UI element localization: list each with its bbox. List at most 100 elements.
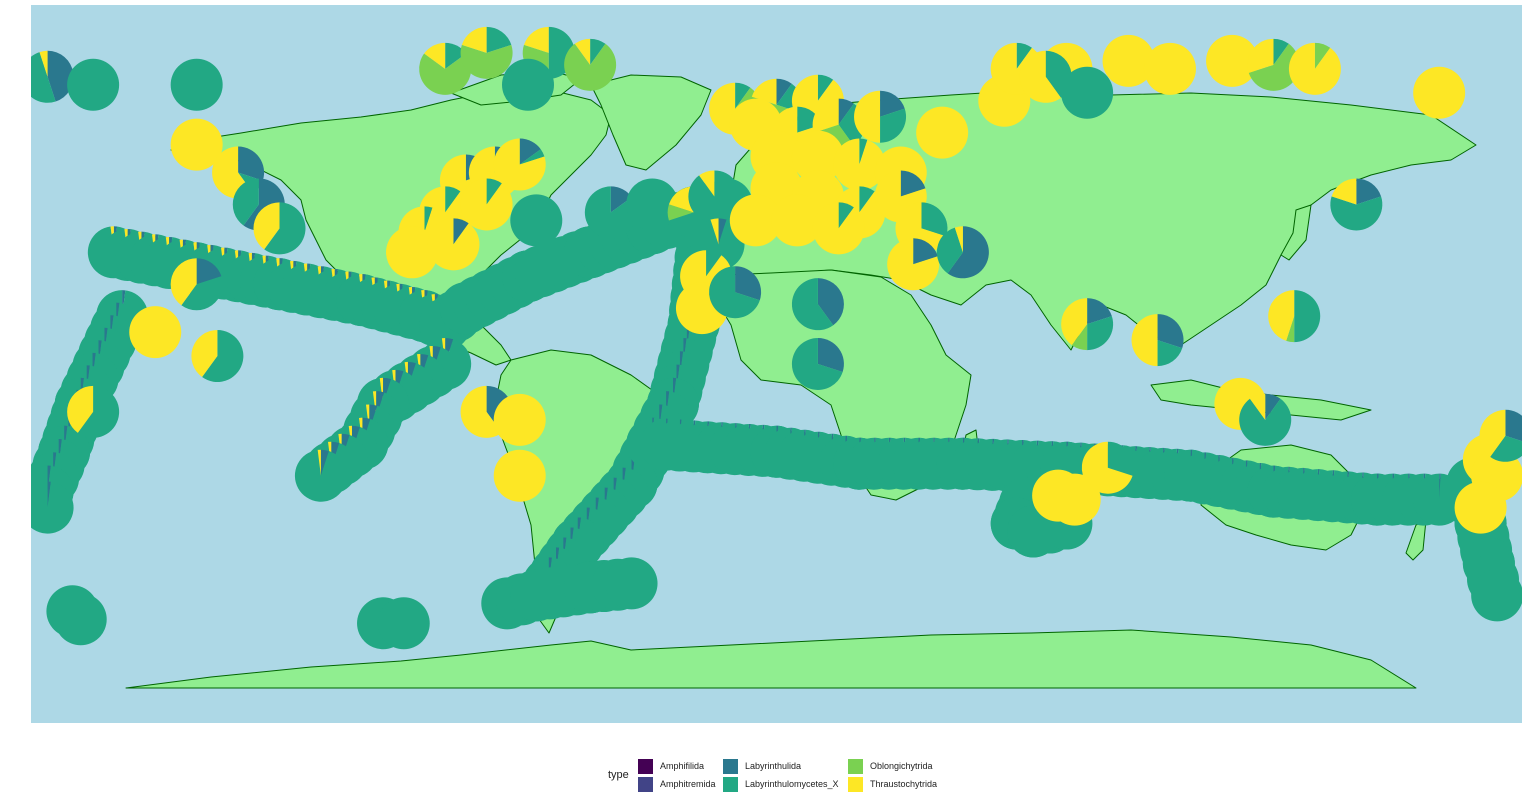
pie-slice-thraustochytrida [1247,38,1274,73]
legend-item-amphitremida: Amphitremida [638,776,716,792]
station-pie-54 [1061,66,1114,119]
pie-slice-thraustochytrida [1331,178,1357,205]
pie-slice-thraustochytrida [854,90,881,143]
pie-slice-labyrinthulomycetes-x [791,278,834,331]
station-pie-22 [626,178,679,231]
land-antarctica [125,629,1417,689]
pie-slice-thraustochytrida [1454,481,1507,534]
pie-slice-labyrinthulomycetes-x [67,58,120,111]
legend-label-amphifilida: Amphifilida [660,761,705,771]
pie-slice-oblongichytrida [419,53,472,95]
legend-item-labyrinthulida: Labyrinthulida [723,758,801,774]
pie-slice-labyrinthulida [900,170,926,197]
pie-slice-labyrinthulomycetes-x [921,202,948,237]
station-pie-6 [564,38,617,91]
pie-slice-thraustochytrida [493,138,546,191]
pie-slice-labyrinthulida [880,90,905,117]
pie-slice-thraustochytrida [39,50,48,77]
legend-swatch-oblongichytrida [848,758,863,774]
station-pie-2 [170,58,223,111]
station-pie-39 [916,106,969,159]
pie-slice-thraustochytrida [1102,34,1155,87]
station-pie-79 [1239,393,1292,446]
pie-slice-labyrinthulomycetes-x [817,74,834,101]
pie-slice-thraustochytrida [170,258,197,306]
pie-slice-labyrinthulomycetes-x [1107,441,1134,476]
station-pie-57 [1206,34,1259,87]
station-pie-36 [791,130,844,183]
pie-slice-thraustochytrida [1413,66,1466,119]
pie-slice-labyrinthulomycetes-x [838,202,854,229]
station-pie-4 [460,26,513,79]
station-pie-48 [812,202,865,255]
pie-slice-labyrinthulida [776,78,792,105]
pie-slice-thraustochytrida [729,194,782,247]
pie-slice-thraustochytrida [461,26,487,53]
pie-slice-thraustochytrida [460,385,502,438]
pie-slice-labyrinthulomycetes-x [77,385,120,438]
legend-label-labyrinthulida: Labyrinthulida [745,761,802,771]
pie-slice-thraustochytrida [129,306,182,359]
station-pie-62 [1061,298,1114,351]
station-pie-1 [67,58,120,111]
pie-slice-labyrinthulida [47,50,74,102]
legend-swatch-labyrinthulida [723,758,738,774]
station-pie-55 [1102,34,1155,87]
station-pie-11 [253,202,306,255]
pie-slice-thraustochytrida [170,118,223,171]
station-pie-67 [191,330,244,383]
legend-label-labyrinthulomycetes-x: Labyrinthulomycetes_X [745,779,839,789]
pie-slice-labyrinthulomycetes-x [510,194,563,247]
station-pie-77 [1048,473,1101,526]
map-panel [31,5,1522,723]
legend-title: type [608,769,629,781]
legend-item-oblongichytrida: Oblongichytrida [848,758,933,774]
station-pie-74 [791,338,844,391]
pie-slice-labyrinthulomycetes-x [859,186,875,213]
pie-slice-labyrinthulida [817,338,844,373]
legend-label-thraustochytrida: Thraustochytrida [870,779,938,789]
station-pie-59 [1288,42,1341,95]
station-pie-71 [493,449,546,502]
world-map-chart [31,5,1522,723]
pie-slice-thraustochytrida [1479,409,1506,457]
pie-slice-oblongichytrida [460,44,513,79]
pie-slice-thraustochytrida [1288,42,1341,95]
station-pie-24 [688,170,741,223]
pie-slice-thraustochytrida [67,385,94,433]
station-pie-18 [427,218,480,271]
pie-slice-labyrinthulomycetes-x [170,58,223,111]
pie-slice-oblongichytrida [1248,43,1300,91]
station-pie-45 [887,238,940,291]
pie-slice-oblongichytrida [667,204,694,221]
pie-slice-labyrinthulomycetes-x [31,481,74,534]
pie-slice-labyrinthulida [1356,178,1382,205]
pie-slice-labyrinthulomycetes-x [31,52,56,103]
pie-slice-thraustochytrida [771,194,824,247]
pie-slice-thraustochytrida [1061,298,1088,346]
legend-item-labyrinthulomycetes-x: Labyrinthulomycetes_X [723,776,839,792]
pie-slice-thraustochytrida [812,202,865,255]
pie-slice-oblongichytrida [1286,316,1295,343]
pie-slice-thraustochytrida [791,130,844,183]
legend-swatch-amphitremida [638,776,653,792]
pie-slice-labyrinthulomycetes-x [735,82,751,109]
pie-slice-thraustochytrida [1268,290,1295,341]
pie-slice-labyrinthulida [1439,473,1441,500]
pie-slice-labyrinthulomycetes-x [519,149,545,165]
station-pie-68 [67,385,120,438]
pie-slice-thraustochytrida [916,106,969,159]
pie-slice-labyrinthulida [47,481,51,508]
station-pie-63 [1131,314,1184,367]
pie-slice-thraustochytrida [253,202,280,250]
pie-slice-labyrinthulida [817,278,844,326]
pie-slice-labyrinthulomycetes-x [264,202,306,255]
pie-slice-labyrinthulomycetes-x [377,597,430,650]
pie-slice-thraustochytrida [386,226,439,279]
transect-pie-antarctic-pacific [54,593,107,646]
pie-slice-thraustochytrida [493,449,546,502]
pie-slice-labyrinthulida [718,218,727,245]
pie-slice-thraustochytrida [574,38,591,65]
pie-slice-thraustochytrida [523,26,549,53]
pie-slice-labyrinthulomycetes-x [626,178,679,231]
